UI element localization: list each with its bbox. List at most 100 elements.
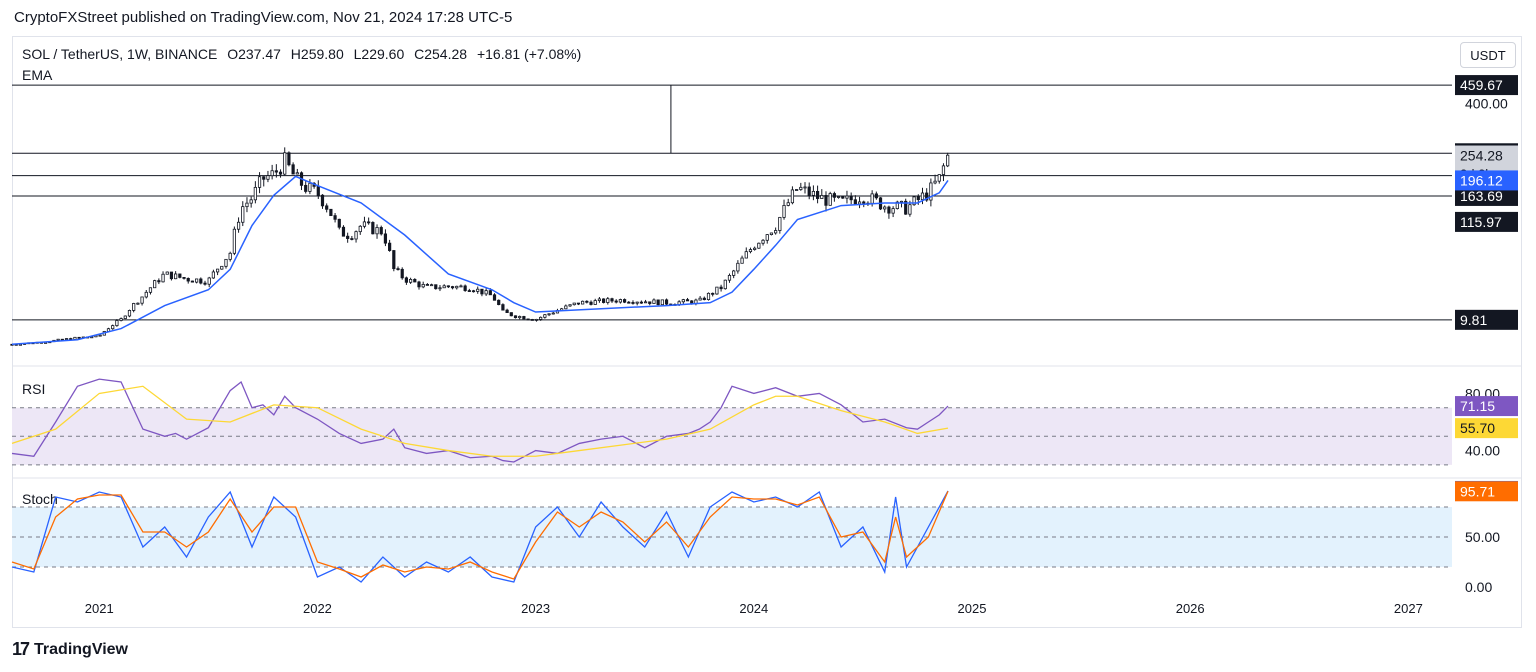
rsi-value-tag-bg <box>1455 396 1518 417</box>
tradingview-logo[interactable]: 17 TradingView <box>12 639 128 660</box>
rsi-pane-label[interactable]: RSI <box>22 381 46 397</box>
candle-body <box>597 298 602 301</box>
candle-body <box>648 301 652 304</box>
candle-body <box>379 227 383 235</box>
candle-body <box>836 196 841 198</box>
rsi-ma-line <box>11 385 949 457</box>
candle-body <box>123 315 127 319</box>
candle-body <box>891 208 895 214</box>
candle-body <box>698 297 702 301</box>
price-axis-tick: 400.00 <box>1465 96 1508 112</box>
candle-body <box>450 286 455 289</box>
candle-body <box>581 300 585 305</box>
candle-body <box>476 288 480 292</box>
candle-body <box>375 227 379 235</box>
candle-body <box>652 299 656 304</box>
candle-body <box>207 277 211 285</box>
candle-body <box>706 292 711 301</box>
candle-body <box>815 190 820 199</box>
rsi-value-tag-bg <box>1455 418 1518 439</box>
level-price-tag-bg <box>1455 185 1518 206</box>
candle-body <box>883 206 887 210</box>
candle-body <box>551 312 555 315</box>
change-value: +16.81 (+7.08%) <box>476 46 582 62</box>
candle-body <box>295 172 299 175</box>
candle-body <box>518 316 522 319</box>
candle-body <box>656 299 660 306</box>
candle-body <box>316 185 320 196</box>
candle-body <box>417 281 421 288</box>
price-tag: 115.97 <box>1460 214 1502 230</box>
candle-body <box>782 205 786 218</box>
tradingview-logo-icon: 17 <box>12 639 30 659</box>
price-tag: 254.28 <box>1460 148 1503 164</box>
level-price-tag: 163.69 <box>1460 188 1503 204</box>
stoch-axis-tick: 50.00 <box>1465 529 1500 545</box>
open-value: O237.47 <box>227 46 281 62</box>
candle-body <box>413 279 417 283</box>
candle-body <box>488 290 492 296</box>
candle-body <box>736 262 740 272</box>
candle-body <box>769 232 774 236</box>
symbol-label[interactable]: SOL / TetherUS, 1W, BINANCE <box>22 46 218 62</box>
candle-body <box>236 221 241 230</box>
candle-body <box>610 298 614 302</box>
candle-body <box>895 201 899 210</box>
ema-indicator-label[interactable]: EMA <box>22 67 53 83</box>
candle-body <box>937 174 941 182</box>
candle-body <box>215 268 220 273</box>
candle-body <box>807 186 811 196</box>
candle-body <box>534 318 539 321</box>
candle-body <box>148 287 153 293</box>
rsi-value-tag: 55.70 <box>1460 420 1495 436</box>
rsi-line <box>11 378 949 463</box>
candle-body <box>660 299 664 306</box>
candle-body <box>337 218 341 228</box>
candle-body <box>362 221 367 227</box>
candle-body <box>887 206 891 214</box>
stoch-d-line <box>11 491 949 580</box>
candle-body <box>727 274 732 281</box>
candle-body <box>568 304 572 307</box>
currency-button[interactable]: USDT <box>1460 42 1516 68</box>
candle-body <box>169 271 174 280</box>
chart-frame <box>12 36 1522 628</box>
candle-body <box>916 196 920 201</box>
candle-body <box>325 205 329 210</box>
stoch-pane-label[interactable]: Stoch <box>22 491 58 507</box>
candle-body <box>442 285 446 289</box>
candle-body <box>614 300 618 303</box>
candle-body <box>845 195 849 199</box>
candle-body <box>757 242 761 249</box>
candle-body <box>434 284 438 290</box>
candle-body <box>140 296 144 304</box>
candle-body <box>732 270 736 276</box>
candle-body <box>643 301 648 304</box>
candle-body <box>811 190 815 196</box>
candle-body <box>400 268 404 279</box>
close-value: C254.28 <box>414 46 468 62</box>
candle-body <box>463 285 467 291</box>
candle-body <box>165 271 169 275</box>
candle-body <box>333 215 337 220</box>
candle-body <box>853 199 857 205</box>
candle-body <box>799 186 803 190</box>
publisher-line: CryptoFXStreet published on TradingView.… <box>14 9 513 26</box>
candle-body <box>467 290 471 292</box>
candle-body <box>262 176 266 180</box>
x-tick-label: 2023 <box>521 601 550 616</box>
stoch-value-tag: 95.71 <box>1460 483 1495 499</box>
candle-body <box>278 171 283 175</box>
candle-body <box>795 189 799 191</box>
x-tick-label: 2026 <box>1176 601 1205 616</box>
candle-body <box>161 273 165 283</box>
candle-body <box>803 186 807 189</box>
candle-body <box>367 221 371 224</box>
candle-body <box>870 193 874 204</box>
candle-body <box>98 334 102 337</box>
candle-body <box>862 201 866 204</box>
candle-body <box>841 196 845 199</box>
candle-body <box>774 230 778 234</box>
candle-body <box>480 288 484 295</box>
